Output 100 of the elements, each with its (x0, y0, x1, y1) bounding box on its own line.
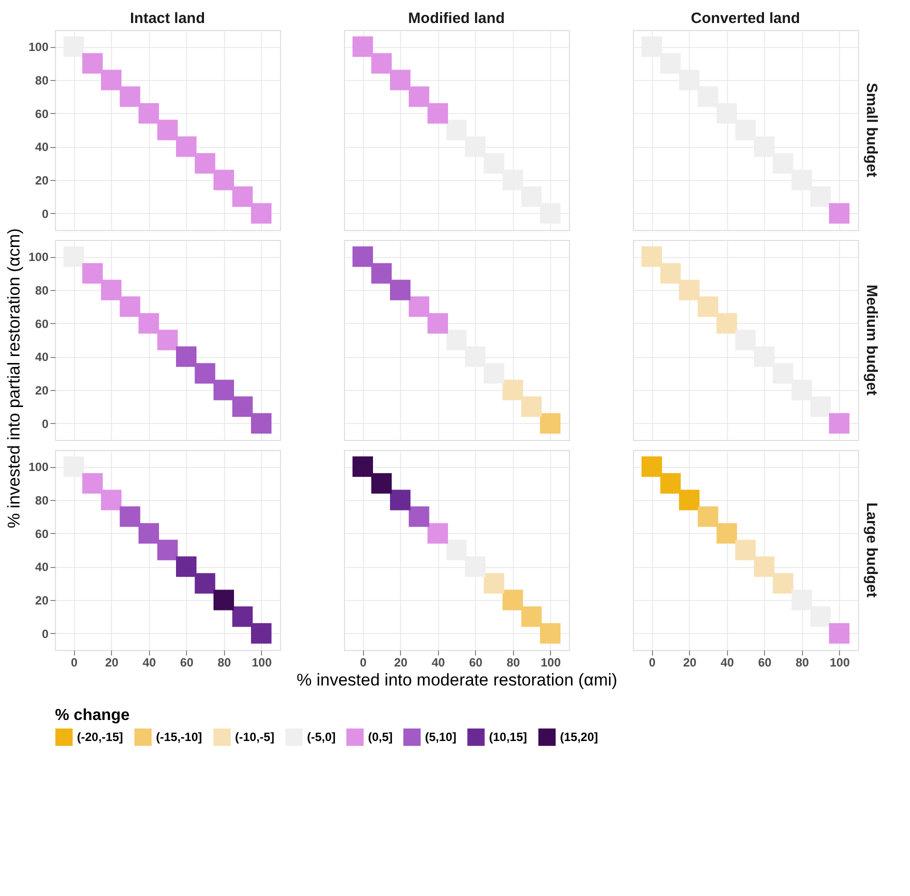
point (642, 246, 662, 267)
point (792, 590, 812, 610)
x-tick-label: 0 (648, 656, 656, 670)
point (428, 523, 448, 544)
chart-title: Intact land (130, 10, 206, 27)
legend-label: (-20,-15] (77, 730, 124, 744)
y-tick-label: 60 (35, 526, 49, 541)
x-tick-label: 20 (105, 656, 119, 670)
point (138, 523, 159, 544)
point (446, 540, 467, 560)
point (446, 330, 467, 350)
y2-axis-title: Large budget (863, 502, 880, 598)
point (251, 203, 272, 224)
point (829, 623, 850, 644)
legend-label: (15,20] (560, 730, 598, 744)
y-tick-label: 0 (42, 206, 49, 221)
y-tick-label: 20 (35, 384, 49, 398)
y-tick-label: 40 (35, 140, 49, 154)
x-tick-label: 80 (796, 656, 810, 670)
point (735, 540, 756, 560)
point (352, 456, 373, 477)
y-tick-label: 0 (42, 626, 49, 641)
x-tick-label: 80 (218, 656, 232, 670)
point (698, 296, 718, 317)
point (101, 70, 122, 90)
point (251, 623, 272, 644)
point (660, 263, 681, 284)
legend-label: (-5,0] (307, 730, 336, 744)
point (679, 280, 700, 300)
point (352, 36, 373, 57)
point (540, 413, 560, 434)
point (214, 590, 234, 610)
point (716, 313, 737, 334)
point (408, 86, 430, 107)
point (810, 396, 831, 417)
x-tick-label: 0 (70, 656, 78, 670)
legend-label: (-15,-10] (156, 730, 202, 744)
point (157, 330, 178, 350)
legend-label: (-10,-5] (235, 730, 274, 744)
point (214, 380, 234, 400)
point (371, 263, 392, 284)
point (120, 86, 140, 107)
y-tick-label: 60 (35, 316, 49, 331)
point (408, 296, 430, 317)
point (679, 490, 700, 510)
point (194, 363, 216, 384)
point (810, 186, 831, 207)
chart-title: Converted land (690, 10, 800, 27)
point (735, 330, 756, 350)
point (101, 490, 122, 510)
point (120, 506, 140, 527)
point (829, 413, 850, 434)
point (371, 473, 392, 494)
y-tick-label: 80 (35, 284, 49, 298)
y-tick-label: 80 (35, 494, 49, 508)
point (194, 573, 216, 594)
point (157, 540, 178, 560)
x-tick-label: 40 (142, 656, 156, 670)
y-tick-label: 0 (42, 416, 49, 431)
point (502, 590, 523, 610)
point (642, 456, 662, 477)
point (829, 203, 850, 224)
point (138, 313, 159, 334)
point (82, 473, 103, 494)
y-tick-label: 80 (35, 74, 49, 88)
y-tick-label: 60 (35, 106, 49, 121)
point (521, 396, 542, 417)
point (138, 103, 159, 124)
point (484, 573, 504, 594)
legend-label: (0,5] (368, 730, 393, 744)
point (214, 170, 234, 190)
point (232, 396, 253, 417)
y-tick-label: 100 (28, 40, 49, 54)
point (194, 153, 216, 174)
point (157, 120, 178, 140)
point (64, 36, 84, 57)
point (408, 506, 430, 527)
point (82, 263, 103, 284)
point (82, 53, 103, 74)
point (371, 53, 392, 74)
x-tick-label: 100 (830, 656, 850, 670)
y-tick-label: 40 (35, 350, 49, 364)
point (446, 120, 467, 140)
point (390, 490, 410, 510)
point (772, 573, 794, 594)
x-tick-label: 20 (683, 656, 697, 670)
point (176, 136, 196, 157)
point (428, 103, 448, 124)
point (465, 556, 486, 577)
legend-label: (10,15] (489, 730, 528, 744)
point (390, 280, 410, 300)
point (390, 70, 410, 90)
y-axis-title: % invested into partial restoration (αcm) (4, 228, 24, 528)
point (540, 623, 560, 644)
point (176, 556, 196, 577)
point (754, 556, 774, 577)
y-tick-label: 100 (28, 460, 49, 474)
x-tick-label: 40 (432, 656, 446, 670)
x-tick-label: 20 (394, 656, 408, 670)
point (232, 606, 253, 627)
